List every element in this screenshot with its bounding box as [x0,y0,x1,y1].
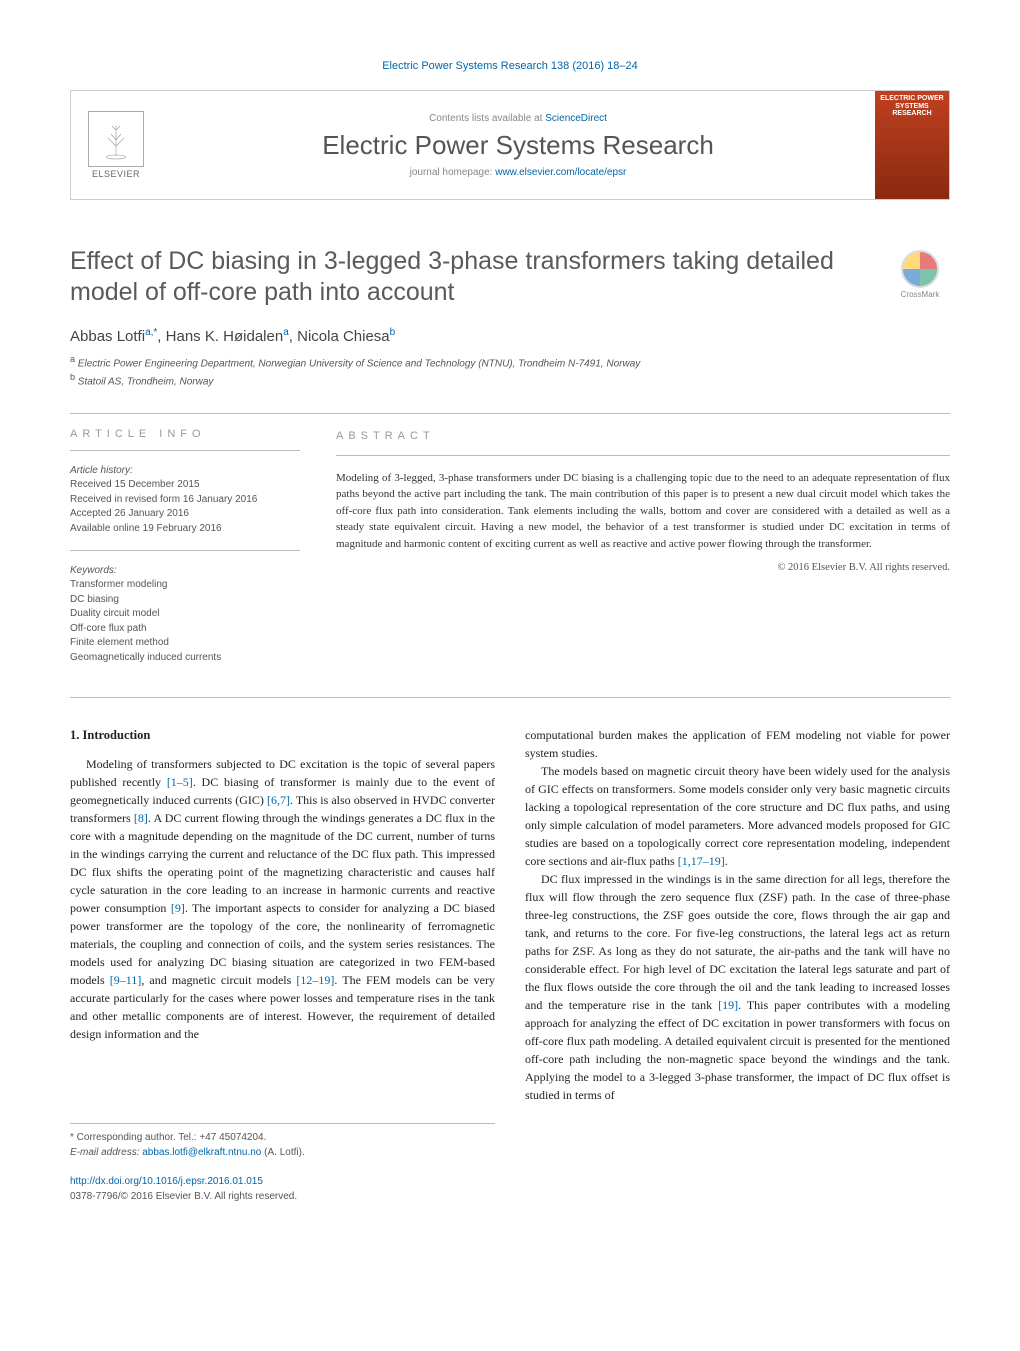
ref-link[interactable]: [9–11] [110,973,142,987]
abstract-label: ABSTRACT [336,428,950,445]
cover-text: ELECTRIC POWER SYSTEMS RESEARCH [877,95,947,118]
email-label: E-mail address: [70,1147,142,1158]
history-line: Received 15 December 2015 [70,478,300,493]
keyword: Geomagnetically induced currents [70,651,300,666]
paragraph: The models based on magnetic circuit the… [525,762,950,870]
divider [70,697,950,698]
article-title: Effect of DC biasing in 3-legged 3-phase… [70,246,850,309]
history-line: Accepted 26 January 2016 [70,507,300,522]
header-middle: Contents lists available at ScienceDirec… [161,91,875,199]
crossmark-icon [901,250,939,288]
divider [70,413,950,414]
crossmark-badge[interactable]: CrossMark [890,250,950,299]
footnote-block: * Corresponding author. Tel.: +47 450742… [70,1123,495,1160]
text: . [725,854,728,868]
keywords-block: Keywords: Transformer modeling DC biasin… [70,565,300,665]
page: Electric Power Systems Research 138 (201… [0,0,1020,1244]
sciencedirect-link[interactable]: ScienceDirect [545,113,607,124]
author-mark: a,* [145,327,157,338]
elsevier-tree-icon [88,111,144,167]
keyword: DC biasing [70,593,300,608]
history-block: Article history: Received 15 December 20… [70,465,300,536]
journal-header: ELSEVIER Contents lists available at Sci… [70,90,950,200]
column-right: computational burden makes the applicati… [525,726,950,1204]
author: Hans K. Høidalen [166,328,284,345]
keyword: Off-core flux path [70,622,300,637]
divider [70,450,300,451]
contents-line: Contents lists available at ScienceDirec… [161,113,875,124]
ref-link[interactable]: [1,17–19] [678,854,725,868]
journal-citation-top: Electric Power Systems Research 138 (201… [70,60,950,72]
section-heading: 1. Introduction [70,726,495,745]
affil-mark: b [70,372,75,382]
affiliations: a Electric Power Engineering Department,… [70,353,950,390]
elsevier-logo: ELSEVIER [71,91,161,199]
copyright: © 2016 Elsevier B.V. All rights reserved… [336,560,950,576]
ref-link[interactable]: [19] [718,998,738,1012]
affil-text: Electric Power Engineering Department, N… [78,358,640,369]
divider [70,550,300,551]
ref-link[interactable]: [9] [171,901,185,915]
ref-link[interactable]: [1–5] [167,775,193,789]
column-left: 1. Introduction Modeling of transformers… [70,726,495,1204]
article-info-col: ARTICLE INFO Article history: Received 1… [70,428,300,679]
ref-link[interactable]: [6,7] [267,793,290,807]
text: . This paper contributes with a modeling… [525,998,950,1102]
history-line: Available online 19 February 2016 [70,522,300,537]
keyword: Finite element method [70,636,300,651]
author-mark: a [283,327,289,338]
text: DC flux impressed in the windings is in … [525,872,950,1012]
keyword: Duality circuit model [70,607,300,622]
body-columns: 1. Introduction Modeling of transformers… [70,726,950,1204]
contents-prefix: Contents lists available at [429,113,545,124]
authors: Abbas Lotfia,*, Hans K. Høidalena, Nicol… [70,327,950,345]
author: Nicola Chiesa [297,328,390,345]
history-line: Received in revised form 16 January 2016 [70,493,300,508]
history-head: Article history: [70,465,300,476]
divider [336,455,950,456]
abstract-col: ABSTRACT Modeling of 3-legged, 3-phase t… [336,428,950,679]
paragraph: DC flux impressed in the windings is in … [525,870,950,1104]
paragraph: Modeling of transformers subjected to DC… [70,755,495,1043]
abstract-text: Modeling of 3-legged, 3-phase transforme… [336,470,950,553]
issn-line: 0378-7796/© 2016 Elsevier B.V. All right… [70,1189,495,1204]
paragraph: computational burden makes the applicati… [525,726,950,762]
journal-cover-thumb: ELECTRIC POWER SYSTEMS RESEARCH [875,91,949,199]
author-mark: b [390,327,396,338]
email-link[interactable]: abbas.lotfi@elkraft.ntnu.no [142,1147,261,1158]
info-row: ARTICLE INFO Article history: Received 1… [70,428,950,679]
ref-link[interactable]: [12–19] [296,973,334,987]
homepage-line: journal homepage: www.elsevier.com/locat… [161,167,875,178]
text: The models based on magnetic circuit the… [525,764,950,868]
homepage-link[interactable]: www.elsevier.com/locate/epsr [495,167,626,178]
author: Abbas Lotfi [70,328,145,345]
elsevier-label: ELSEVIER [92,169,140,179]
affil-mark: a [70,354,75,364]
homepage-prefix: journal homepage: [410,167,496,178]
affil-text: Statoil AS, Trondheim, Norway [78,376,214,387]
corresponding-author: * Corresponding author. Tel.: +47 450742… [70,1130,495,1145]
text: . A DC current flowing through the windi… [70,811,495,915]
doi-block: http://dx.doi.org/10.1016/j.epsr.2016.01… [70,1174,495,1204]
ref-link[interactable]: [8] [134,811,148,825]
journal-title: Electric Power Systems Research [161,130,875,161]
keyword: Transformer modeling [70,578,300,593]
email-suffix: (A. Lotfi). [261,1147,304,1158]
doi-link[interactable]: http://dx.doi.org/10.1016/j.epsr.2016.01… [70,1174,495,1189]
article-info-label: ARTICLE INFO [70,428,300,440]
text: , and magnetic circuit models [141,973,296,987]
crossmark-label: CrossMark [901,290,940,299]
keywords-head: Keywords: [70,565,300,576]
